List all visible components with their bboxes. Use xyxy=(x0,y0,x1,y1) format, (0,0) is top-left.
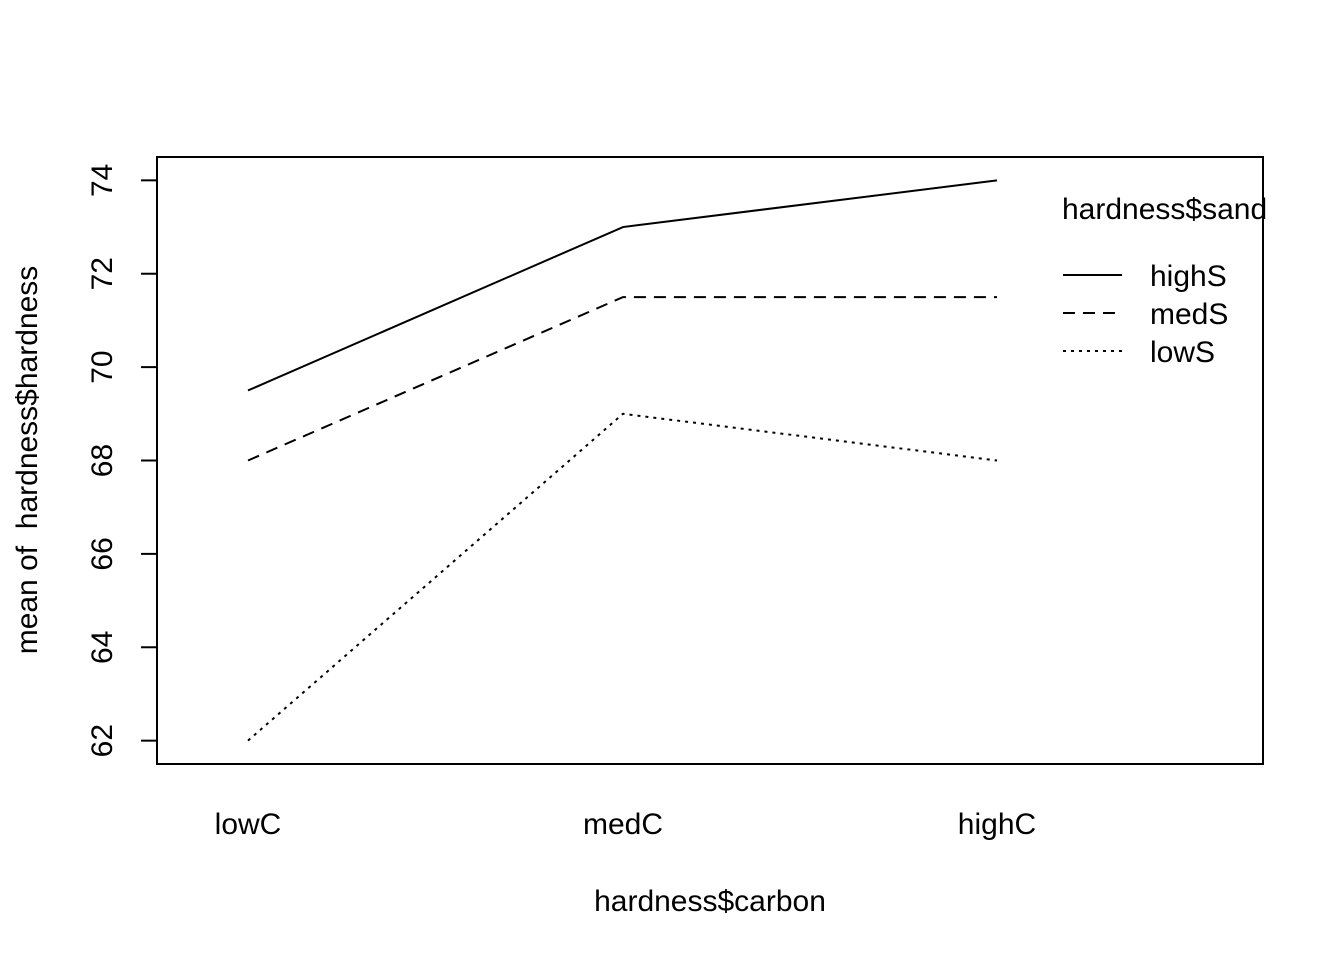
legend-label-medS: medS xyxy=(1150,298,1228,331)
plot-frame xyxy=(156,156,1264,765)
x-axis: lowC medC highC xyxy=(215,808,1037,841)
y-tick-label: 74 xyxy=(86,164,119,197)
legend-label-lowS: lowS xyxy=(1150,336,1215,369)
y-tick-label: 64 xyxy=(86,631,119,664)
legend: hardness$sand highS medS lowS xyxy=(1062,193,1267,369)
y-axis: 62 64 66 68 70 72 74 xyxy=(86,164,157,757)
x-tick-label: highC xyxy=(958,808,1036,841)
y-tick-label: 72 xyxy=(86,257,119,290)
x-tick-label: lowC xyxy=(215,808,282,841)
series-line-lowS xyxy=(247,412,998,742)
y-tick-label: 68 xyxy=(86,444,119,477)
x-tick-label: medC xyxy=(583,808,663,841)
series-line-highS xyxy=(247,179,998,392)
y-tick-label: 70 xyxy=(86,350,119,383)
legend-title: hardness$sand xyxy=(1062,193,1267,226)
x-axis-label: hardness$carbon xyxy=(594,885,826,918)
y-axis-label: mean of hardness$hardness xyxy=(11,266,44,655)
series-layer xyxy=(247,179,998,742)
legend-label-highS: highS xyxy=(1150,260,1227,293)
series-line-medS xyxy=(247,296,997,462)
y-tick-label: 66 xyxy=(86,537,119,570)
y-tick-label: 62 xyxy=(86,724,119,757)
